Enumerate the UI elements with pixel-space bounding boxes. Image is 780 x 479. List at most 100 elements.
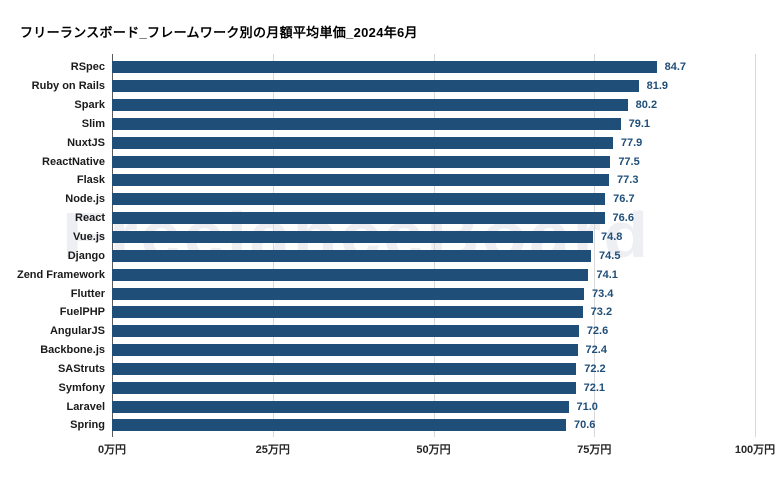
bar-area: 71.0 — [112, 397, 780, 416]
category-label: Node.js — [65, 193, 105, 206]
chart-row: FuelPHP 73.2 — [0, 303, 780, 322]
category-label: Flask — [76, 174, 105, 187]
bar-area: 72.2 — [112, 360, 780, 379]
bar — [112, 287, 584, 300]
chart-row: Zend Framework 74.1 — [0, 265, 780, 284]
x-tick-label: 0万円 — [97, 444, 127, 456]
value-label: 72.4 — [585, 344, 607, 357]
bar-area: 77.9 — [112, 133, 780, 152]
bar — [112, 193, 606, 206]
bar-area: 72.6 — [112, 322, 780, 341]
bar — [112, 344, 578, 357]
x-tick-label: 75万円 — [577, 444, 612, 456]
gridline — [272, 54, 274, 437]
bar — [112, 306, 583, 319]
chart-title: フリーランスボード_フレームワーク別の月額平均単価_2024年6月 — [20, 25, 418, 40]
value-label: 77.5 — [618, 155, 640, 168]
value-label: 71.0 — [576, 400, 598, 413]
value-label: 72.6 — [586, 325, 609, 338]
bar-area: 76.6 — [112, 209, 780, 228]
chart-row: Spark 80.2 — [0, 96, 780, 115]
chart-row: Vue.js 74.8 — [0, 228, 780, 247]
value-label: 70.6 — [573, 419, 596, 432]
bar-area: 80.2 — [112, 96, 780, 115]
value-label: 72.2 — [584, 362, 606, 375]
bar — [112, 381, 576, 394]
chart-row: ReactNative 77.5 — [0, 152, 780, 171]
x-axis: 0万円 25万円 50万円 75万円 100万円 — [0, 441, 780, 457]
value-label: 79.1 — [628, 117, 651, 130]
chart-row: Ruby on Rails 81.9 — [0, 77, 780, 96]
bar-area: 73.2 — [112, 303, 780, 322]
category-label: SAStruts — [57, 362, 105, 375]
bar — [112, 117, 621, 130]
value-label: 72.1 — [583, 381, 606, 394]
category-label: AngularJS — [49, 325, 105, 338]
bar-area: 84.7 — [112, 58, 780, 77]
category-label: React — [75, 212, 105, 225]
category-label: FuelPHP — [59, 306, 105, 319]
bar-area: 72.4 — [112, 341, 780, 360]
bar — [112, 419, 566, 432]
gridline — [755, 54, 756, 437]
chart-row: Laravel 71.0 — [0, 397, 780, 416]
category-label: Flutter — [70, 287, 105, 300]
category-label: Laravel — [66, 400, 105, 413]
gridlines — [0, 54, 780, 437]
chart-row: Flask 77.3 — [0, 171, 780, 190]
category-label: Spring — [70, 419, 105, 432]
category-label: Zend Framework — [16, 268, 105, 281]
bar-area: 76.7 — [112, 190, 780, 209]
bar — [112, 212, 605, 225]
bar-area: 79.1 — [112, 115, 780, 134]
category-label: Vue.js — [73, 231, 105, 244]
value-label: 74.1 — [596, 268, 618, 281]
x-tick-label: 50万円 — [416, 444, 451, 456]
chart-row: Node.js 76.7 — [0, 190, 780, 209]
category-label: Ruby on Rails — [31, 80, 105, 93]
chart-row: Symfony 72.1 — [0, 378, 780, 397]
chart-row: NuxtJS 77.9 — [0, 133, 780, 152]
category-label: Slim — [81, 117, 105, 130]
category-label: RSpec — [70, 61, 105, 74]
bar-area: 74.5 — [112, 246, 780, 265]
chart-row: Django 74.5 — [0, 246, 780, 265]
x-tick-label: 25万円 — [255, 444, 290, 456]
bar-area: 74.1 — [112, 265, 780, 284]
bar — [112, 136, 613, 149]
bar — [112, 61, 657, 74]
chart-row: SAStruts 72.2 — [0, 360, 780, 379]
value-label: 77.9 — [620, 136, 643, 149]
value-label: 80.2 — [635, 99, 658, 112]
bar — [112, 80, 639, 93]
gridline — [433, 54, 435, 437]
category-label: Backbone.js — [40, 344, 105, 357]
value-label: 73.2 — [590, 306, 613, 319]
bar — [112, 155, 611, 168]
value-label: 74.5 — [599, 249, 621, 262]
bar — [112, 325, 579, 338]
category-label: Spark — [74, 99, 105, 112]
value-label: 76.6 — [612, 212, 634, 225]
chart-row: React 76.6 — [0, 209, 780, 228]
bar — [112, 231, 593, 244]
chart-row: Backbone.js 72.4 — [0, 341, 780, 360]
value-label: 73.4 — [591, 287, 614, 300]
category-label: Symfony — [58, 381, 105, 394]
bar-area: 70.6 — [112, 416, 780, 435]
value-label: 76.7 — [613, 193, 635, 206]
bar — [112, 268, 589, 281]
bar-area: 77.5 — [112, 152, 780, 171]
value-label: 77.3 — [617, 174, 639, 187]
value-label: 84.7 — [664, 61, 687, 74]
bar — [112, 400, 569, 413]
bar-area: 72.1 — [112, 378, 780, 397]
chart-row: AngularJS 72.6 — [0, 322, 780, 341]
chart-row: Flutter 73.4 — [0, 284, 780, 303]
bar-area: 81.9 — [112, 77, 780, 96]
x-tick-label: 100万円 — [734, 444, 776, 456]
gridline — [594, 54, 596, 437]
category-label: ReactNative — [42, 155, 105, 168]
y-axis-line — [112, 54, 113, 437]
